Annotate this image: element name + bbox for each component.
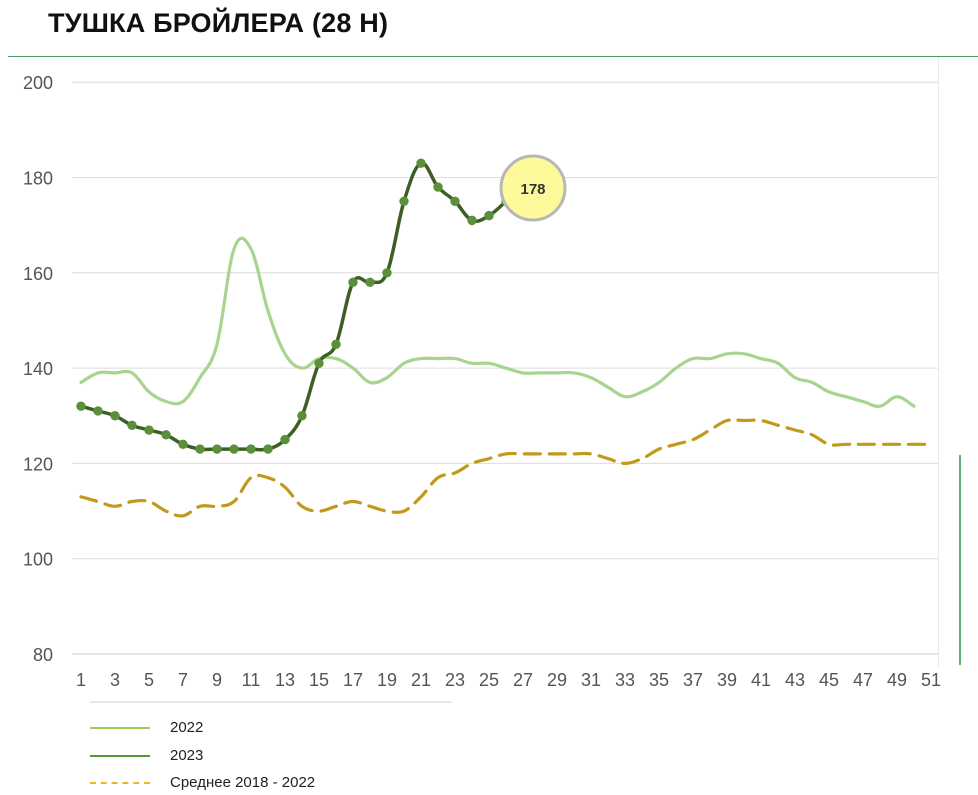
x-tick-label-9: 9 — [212, 670, 222, 690]
x-tick-label-43: 43 — [785, 670, 805, 690]
series-2023-point-10 — [229, 444, 239, 454]
x-tick-label-31: 31 — [581, 670, 601, 690]
series-2023-point-21 — [416, 158, 426, 168]
y-tick-label-180: 180 — [23, 169, 53, 189]
y-tick-label-140: 140 — [23, 359, 53, 379]
series-2023-point-19 — [382, 268, 392, 278]
x-tick-label-21: 21 — [411, 670, 431, 690]
x-tick-label-17: 17 — [343, 670, 363, 690]
series-2023-point-15 — [314, 358, 324, 369]
series-2023-point-25 — [484, 210, 494, 221]
x-tick-label-23: 23 — [445, 670, 465, 690]
series-2023-point-9 — [212, 444, 222, 454]
series-2023-point-6 — [161, 430, 171, 440]
legend-swatch-2022 — [90, 727, 150, 729]
series-2023-point-24 — [467, 215, 477, 226]
series-2023-line — [79, 161, 508, 452]
title-divider — [8, 56, 978, 57]
x-tick-label-15: 15 — [309, 670, 329, 690]
x-tick-label-25: 25 — [479, 670, 499, 690]
series-2023-point-8 — [195, 444, 205, 454]
legend-label-2023: 2023 — [170, 747, 204, 764]
x-tick-label-51: 51 — [921, 670, 941, 690]
x-tick-label-47: 47 — [853, 670, 873, 690]
x-tick-label-7: 7 — [178, 670, 188, 690]
x-tick-label-49: 49 — [887, 670, 907, 690]
y-tick-label-160: 160 — [23, 264, 53, 284]
legend-swatch-2023 — [90, 755, 150, 757]
y-tick-label-80: 80 — [33, 645, 53, 665]
x-tick-label-11: 11 — [242, 670, 261, 690]
right-divider — [938, 57, 939, 667]
series-2023-point-16 — [331, 339, 341, 349]
series-2023-point-18 — [365, 277, 375, 288]
x-tick-label-45: 45 — [819, 670, 839, 690]
series-2023-point-2 — [93, 406, 103, 416]
page-title: ТУШКА БРОЙЛЕРА (28 Н) — [48, 8, 389, 38]
x-tick-label-33: 33 — [615, 670, 635, 690]
legend-item-average: Среднее 2018 - 2022 — [90, 773, 390, 793]
series-2023-point-20 — [399, 196, 409, 207]
series-2023-point-23 — [450, 196, 460, 207]
series-2023-point-1 — [76, 401, 86, 411]
y-tick-label-200: 200 — [23, 73, 53, 93]
series-average-line — [79, 418, 933, 518]
x-tick-label-1: 1 — [76, 670, 86, 690]
x-tick-label-13: 13 — [275, 670, 295, 690]
x-tick-label-35: 35 — [649, 670, 669, 690]
x-tick-label-27: 27 — [513, 670, 533, 690]
series-2023-point-11 — [246, 444, 256, 454]
x-tick-label-19: 19 — [377, 670, 397, 690]
y-tick-label-100: 100 — [23, 550, 53, 570]
series-2023-point-22 — [433, 182, 443, 192]
x-tick-label-29: 29 — [547, 670, 567, 690]
value-callout-label: 178 — [520, 181, 545, 198]
legend-label-2022: 2022 — [170, 719, 204, 736]
series-2023-point-12 — [263, 444, 273, 454]
legend-item-2022: 2022 — [90, 718, 390, 738]
x-tick-label-41: 41 — [751, 670, 771, 690]
x-tick-label-37: 37 — [683, 670, 703, 690]
series-2023-point-13 — [280, 434, 290, 445]
series-2022-line — [79, 236, 916, 408]
x-tick-label-3: 3 — [110, 670, 120, 690]
y-tick-label-120: 120 — [23, 454, 53, 474]
x-tick-label-5: 5 — [144, 670, 154, 690]
value-callout-bubble — [499, 154, 567, 222]
series-2023-point-5 — [144, 425, 154, 435]
x-tick-label-39: 39 — [717, 670, 737, 690]
right-accent-bar — [959, 455, 961, 665]
series-2023-point-3 — [110, 411, 120, 421]
series-2023-point-4 — [127, 420, 137, 430]
series-2023-point-7 — [178, 439, 188, 450]
legend-swatch-average — [90, 782, 150, 784]
legend-label-average: Среднее 2018 - 2022 — [170, 774, 316, 791]
series-2023-point-17 — [348, 277, 358, 288]
legend-item-2023: 2023 — [90, 746, 390, 766]
series-2023-point-14 — [297, 411, 307, 421]
